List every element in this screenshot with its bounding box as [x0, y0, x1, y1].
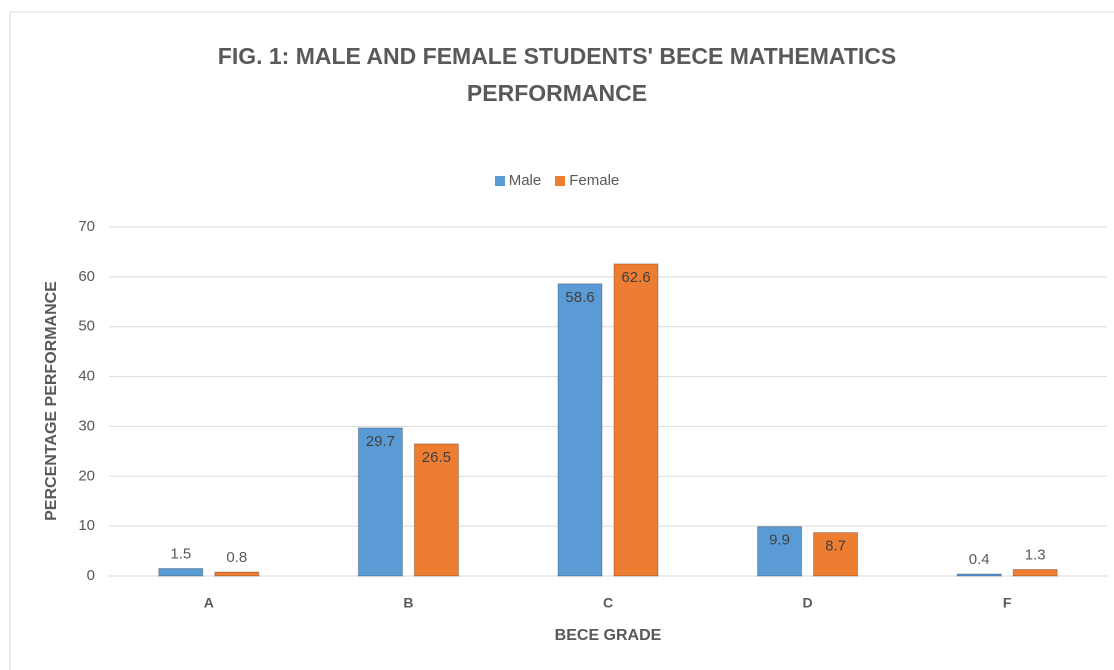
bar — [158, 568, 204, 577]
x-axis-label: BECE GRADE — [555, 627, 662, 644]
x-tick-label: C — [603, 595, 613, 611]
data-label: 9.9 — [769, 532, 790, 549]
data-label: 29.7 — [366, 433, 395, 450]
legend-swatch — [494, 175, 505, 186]
legend-label: Female — [569, 172, 620, 189]
bar — [557, 283, 603, 577]
y-tick-label: 60 — [78, 268, 95, 285]
x-tick-label: D — [803, 595, 813, 611]
data-label: 58.6 — [565, 289, 594, 306]
y-tick-label: 40 — [78, 368, 95, 385]
y-tick-label: 70 — [78, 218, 95, 235]
legend-label: Male — [508, 172, 542, 189]
bar — [813, 532, 859, 577]
chart-border — [9, 11, 1114, 670]
data-label: 1.5 — [170, 545, 191, 562]
bar — [956, 573, 1002, 577]
y-tick-label: 30 — [78, 417, 95, 434]
data-label: 8.7 — [825, 538, 846, 555]
bar — [413, 443, 459, 577]
y-tick-label: 0 — [87, 567, 95, 584]
x-tick-label: A — [204, 595, 214, 611]
bar — [757, 526, 803, 577]
y-tick-label: 10 — [78, 517, 95, 534]
data-label: 62.6 — [621, 269, 650, 286]
y-tick-label: 50 — [78, 318, 95, 335]
data-label: 1.3 — [1025, 546, 1046, 563]
y-tick-label: 20 — [78, 467, 95, 484]
data-label: 0.8 — [226, 549, 247, 566]
data-label: 0.4 — [969, 551, 990, 568]
legend: Male Female — [0, 172, 1114, 189]
x-tick-label: F — [1003, 595, 1012, 611]
legend-item: Male — [494, 172, 542, 189]
bar — [214, 571, 260, 577]
bar — [1012, 569, 1058, 577]
bar — [357, 427, 403, 577]
legend-swatch — [555, 175, 566, 186]
x-tick-label: B — [403, 595, 413, 611]
y-axis-label: PERCENTAGE PERFORMANCE — [43, 281, 60, 521]
bar — [613, 263, 659, 577]
chart-title: FIG. 1: MALE AND FEMALE STUDENTS' BECE M… — [217, 43, 897, 106]
legend-item: Female — [555, 172, 619, 189]
data-label: 26.5 — [422, 449, 451, 466]
